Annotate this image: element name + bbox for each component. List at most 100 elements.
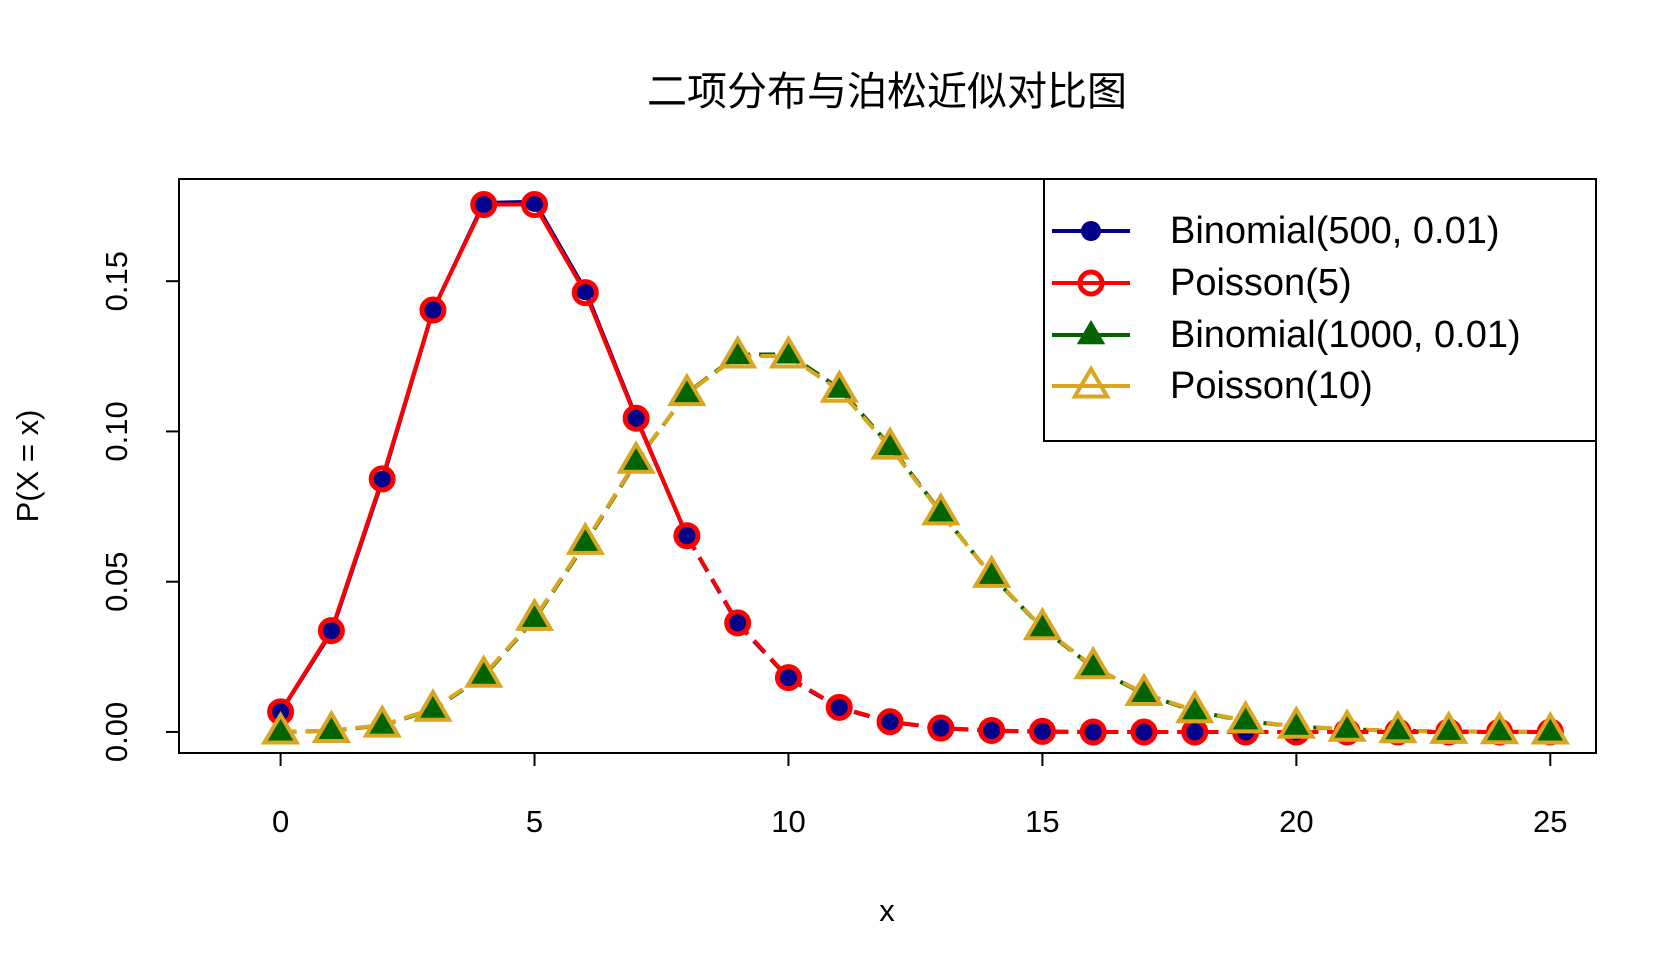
series-2-point — [418, 694, 448, 719]
y-tick-label: 0.05 — [99, 552, 134, 612]
series-3-point — [514, 597, 555, 631]
series-3-point — [972, 554, 1012, 588]
series-2-point — [875, 430, 905, 456]
series-2-point — [571, 528, 600, 553]
legend-label-0: Binomial(500, 0.01) — [1170, 210, 1500, 252]
series-2-point — [926, 497, 956, 522]
series-0-point — [1133, 721, 1154, 742]
series-2-point — [1180, 696, 1209, 721]
x-tick-label: 15 — [1025, 804, 1059, 839]
series-2-point — [1434, 716, 1463, 741]
legend-label-2: Binomial(1000, 0.01) — [1170, 314, 1521, 356]
series-3-point — [819, 369, 859, 403]
series-1-point — [724, 609, 752, 637]
series-1-point — [419, 296, 447, 324]
series-0-point — [727, 613, 748, 634]
series-3-point — [1479, 710, 1520, 745]
series-2-point — [621, 446, 651, 472]
legend-marker-0 — [1081, 221, 1101, 241]
legend-marker-3 — [1071, 365, 1111, 399]
series-0-point — [880, 712, 901, 733]
legend-box — [1043, 178, 1597, 442]
series-3-point — [1276, 705, 1316, 739]
series-2-point — [469, 661, 498, 686]
x-tick-label: 20 — [1279, 804, 1313, 839]
series-0-point — [1083, 721, 1104, 742]
series-2-point — [1078, 652, 1108, 677]
series-layer — [260, 191, 1570, 746]
series-2-point — [672, 378, 702, 403]
series-3-point — [1175, 689, 1215, 724]
series-2-point — [1332, 714, 1362, 739]
legend-marker-2 — [1076, 320, 1106, 345]
series-line-3 — [280, 354, 1551, 734]
series-0-point — [422, 300, 443, 321]
series-0-point — [372, 470, 393, 491]
series-2-point — [1129, 679, 1159, 704]
y-axis-label: P(X = x) — [10, 410, 45, 523]
series-2-point — [723, 339, 752, 365]
series-2-point — [1536, 717, 1565, 742]
series-0-point — [1032, 721, 1053, 742]
series-3-point — [565, 521, 605, 555]
series-3-point — [616, 440, 656, 474]
series-1-point — [1079, 718, 1107, 746]
series-1-point — [978, 716, 1006, 744]
series-3-point — [870, 426, 910, 460]
series-3-point — [1429, 710, 1469, 744]
series-0-point — [321, 622, 342, 643]
series-1-point — [876, 708, 904, 736]
legend-label-3: Poisson(10) — [1170, 365, 1373, 407]
series-0-point — [676, 526, 697, 547]
series-3-point — [667, 372, 707, 407]
x-tick-label: 5 — [526, 804, 543, 839]
series-1-point — [521, 191, 549, 219]
x-axis-label: x — [879, 893, 895, 928]
series-3-point — [1327, 708, 1367, 742]
series-1-point — [622, 404, 650, 432]
series-3-point — [1022, 606, 1063, 641]
series-1-point — [368, 465, 396, 493]
series-3-point — [1073, 645, 1113, 680]
series-2-point — [977, 560, 1006, 585]
chart-title: 二项分布与泊松近似对比图 — [647, 69, 1127, 115]
series-1-point — [673, 522, 701, 550]
series-0-point — [1184, 721, 1205, 742]
series-0-point — [778, 668, 799, 689]
series-2-point — [825, 373, 854, 398]
series-3-point — [921, 491, 961, 526]
series-1-point — [317, 617, 345, 645]
series-2-point — [367, 710, 397, 735]
series-1-point — [825, 693, 853, 721]
x-tick-label: 10 — [771, 804, 805, 839]
series-line-0-dashed — [685, 534, 1551, 734]
series-2-point — [1231, 706, 1260, 731]
series-2-point — [1282, 711, 1311, 736]
series-3-point — [311, 709, 351, 743]
series-3-point — [768, 335, 809, 369]
series-1-point — [1130, 718, 1158, 746]
series-3-point — [718, 335, 758, 369]
series-1-point — [927, 714, 955, 742]
series-2-point — [1028, 613, 1057, 638]
legend-marker-1 — [1077, 269, 1105, 297]
series-line-1-dashed — [685, 534, 1551, 734]
series-2-point — [774, 339, 803, 364]
series-0-point — [626, 407, 647, 428]
series-0-point — [930, 718, 951, 739]
series-0-point — [981, 720, 1002, 741]
series-3-point — [1124, 672, 1164, 706]
x-axis: 0 5 10 15 20 25 — [272, 752, 1568, 839]
legend-label-1: Poisson(5) — [1170, 262, 1352, 304]
legend: Binomial(500, 0.01) Poisson(5) Binomial(10… — [1043, 178, 1597, 442]
series-3-point — [413, 688, 453, 722]
y-tick-label: 0.00 — [99, 702, 134, 762]
series-2-point — [266, 717, 295, 742]
series-3-point — [1225, 699, 1266, 734]
series-0-point — [473, 193, 494, 214]
series-3-point — [1378, 709, 1418, 744]
series-1-point — [774, 664, 802, 692]
series-2-point — [1485, 716, 1514, 741]
series-3-point — [464, 654, 504, 688]
